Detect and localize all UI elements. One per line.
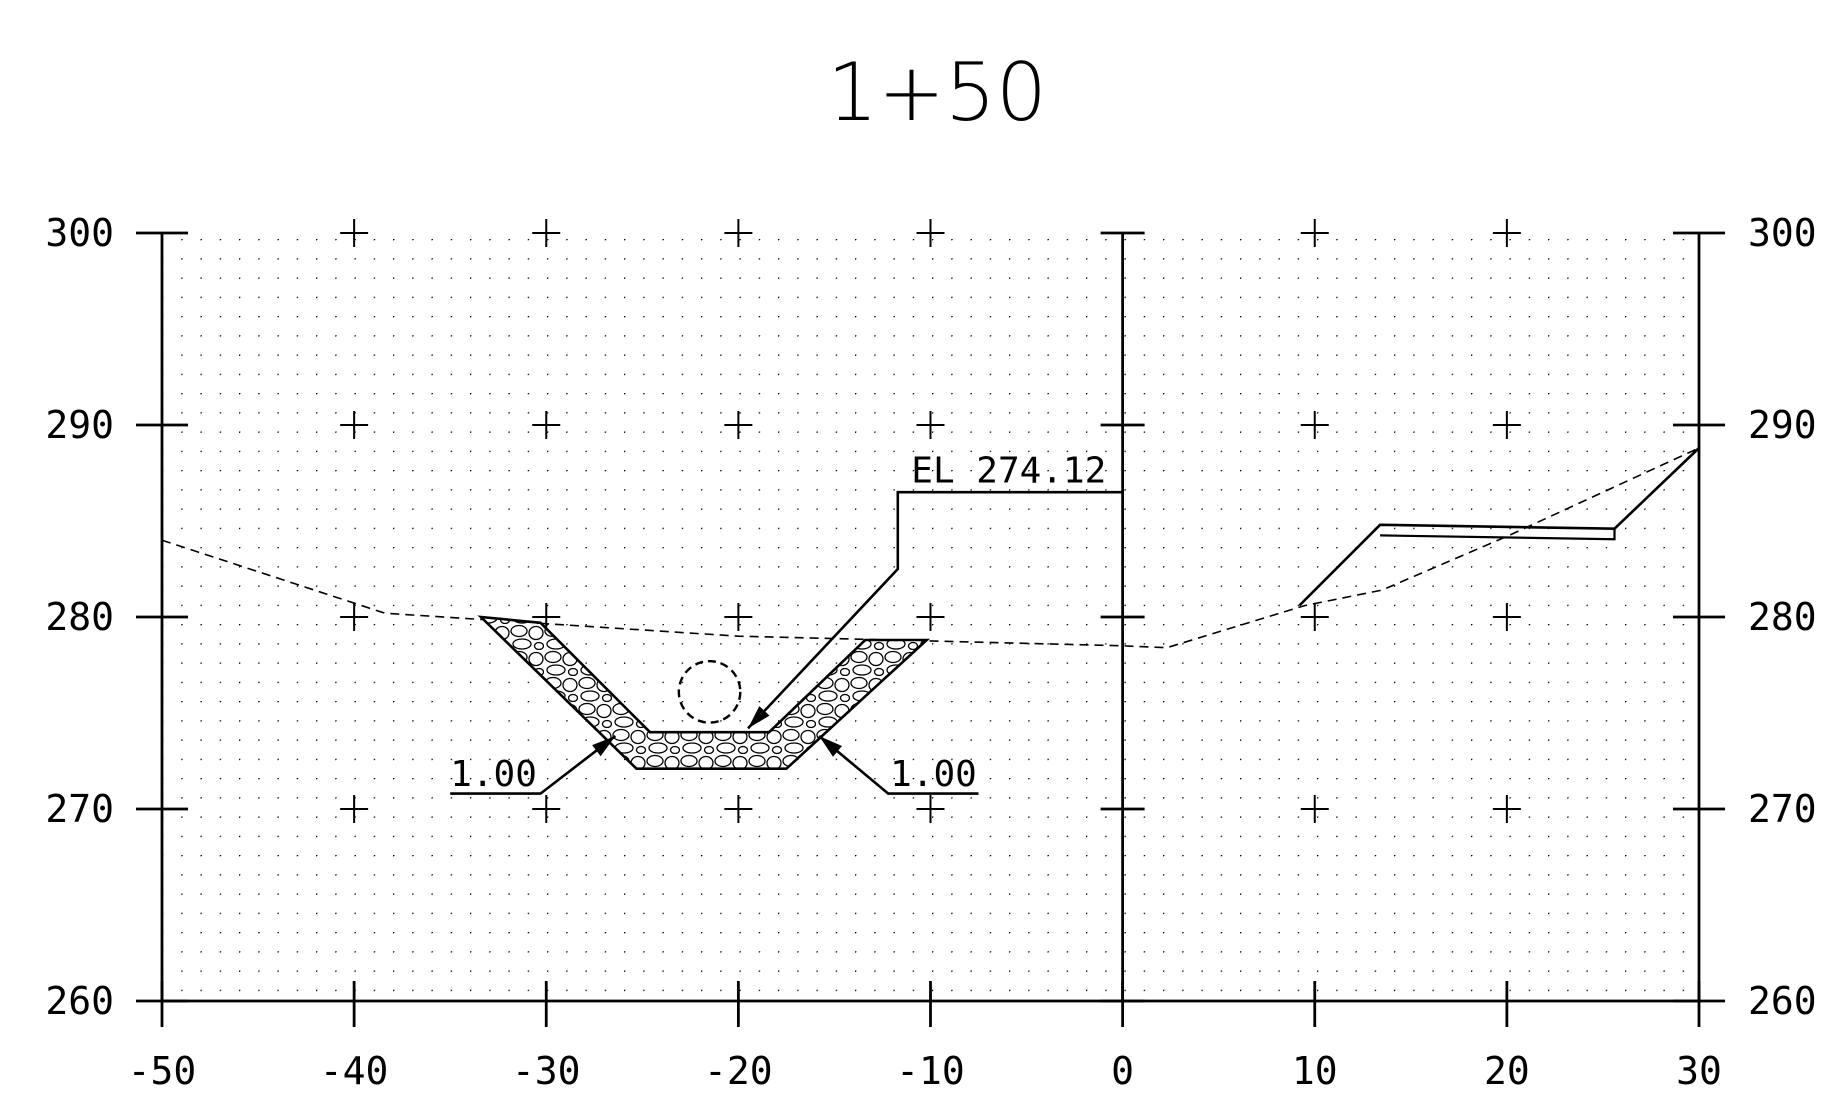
riprap-stone-lining <box>477 615 931 771</box>
grid-cross <box>724 603 753 631</box>
x-axis-tick-labels: -50 -40 -30 -20 -10 0 10 20 30 <box>128 1049 1722 1093</box>
y-tick-label-left: 270 <box>45 787 114 831</box>
y-tick-label-left: 260 <box>45 979 114 1023</box>
x-tick-label: 0 <box>1111 1049 1134 1093</box>
grid-cross <box>1492 411 1521 439</box>
plot-frame <box>136 231 1725 1027</box>
right-bench-grading-line <box>1298 447 1700 607</box>
y-tick-label-right: 270 <box>1748 787 1817 831</box>
x-tick-label: 30 <box>1676 1049 1722 1093</box>
grid-cross <box>1300 603 1329 631</box>
x-tick-label: -40 <box>320 1049 389 1093</box>
pipe-culvert <box>677 659 742 724</box>
right-bench-pavement-edge <box>1380 528 1616 541</box>
right-slope-leader-line <box>818 735 979 795</box>
y-axis-tick-labels: 300 290 280 270 260 300 290 280 270 260 <box>45 211 1816 1023</box>
grid-cross <box>1300 219 1329 247</box>
x-tick-label: -10 <box>896 1049 965 1093</box>
right-slope-leader-arrowhead <box>819 736 842 757</box>
grid-cross <box>1492 219 1521 247</box>
elevation-leader-line <box>747 490 1123 730</box>
grid-cross <box>532 411 561 439</box>
y-tick-label-right: 300 <box>1748 211 1817 255</box>
grid-cross <box>1492 795 1521 823</box>
grid-cross <box>916 795 945 823</box>
x-tick-label: 20 <box>1484 1049 1530 1093</box>
grid-cross <box>1300 411 1329 439</box>
left-slope-leader-line <box>450 734 617 795</box>
grid-cross <box>724 795 753 823</box>
grid-cross <box>340 219 369 247</box>
grid-cross <box>916 219 945 247</box>
elevation-leader-arrowhead <box>747 706 770 729</box>
grid-cross <box>340 603 369 631</box>
grid-cross <box>916 603 945 631</box>
x-tick-label: -20 <box>704 1049 773 1093</box>
elevation-label: EL 274.12 <box>911 451 1106 492</box>
grid-cross <box>1492 603 1521 631</box>
grid-cross <box>1300 795 1329 823</box>
grid-cross <box>532 795 561 823</box>
right-slope-label: 1.00 <box>890 754 977 795</box>
y-tick-label-right: 290 <box>1748 403 1817 447</box>
y-tick-label-left: 290 <box>45 403 114 447</box>
y-tick-label-left: 280 <box>45 595 114 639</box>
grid-cross <box>532 603 561 631</box>
grid-cross <box>724 411 753 439</box>
grid-cross <box>532 219 561 247</box>
y-tick-label-right: 260 <box>1748 979 1817 1023</box>
x-tick-label: -30 <box>512 1049 581 1093</box>
grid-cross <box>724 219 753 247</box>
x-tick-label: -50 <box>128 1049 197 1093</box>
grid-cross <box>340 411 369 439</box>
grid-cross <box>916 411 945 439</box>
grid-cross-markers <box>340 219 1521 823</box>
section-title: 1+50 <box>827 46 1047 139</box>
y-tick-label-left: 300 <box>45 211 114 255</box>
grid-cross <box>340 795 369 823</box>
x-tick-label: 10 <box>1292 1049 1338 1093</box>
y-tick-label-right: 280 <box>1748 595 1817 639</box>
left-slope-leader-arrowhead <box>592 736 616 757</box>
left-slope-label: 1.00 <box>450 754 537 795</box>
